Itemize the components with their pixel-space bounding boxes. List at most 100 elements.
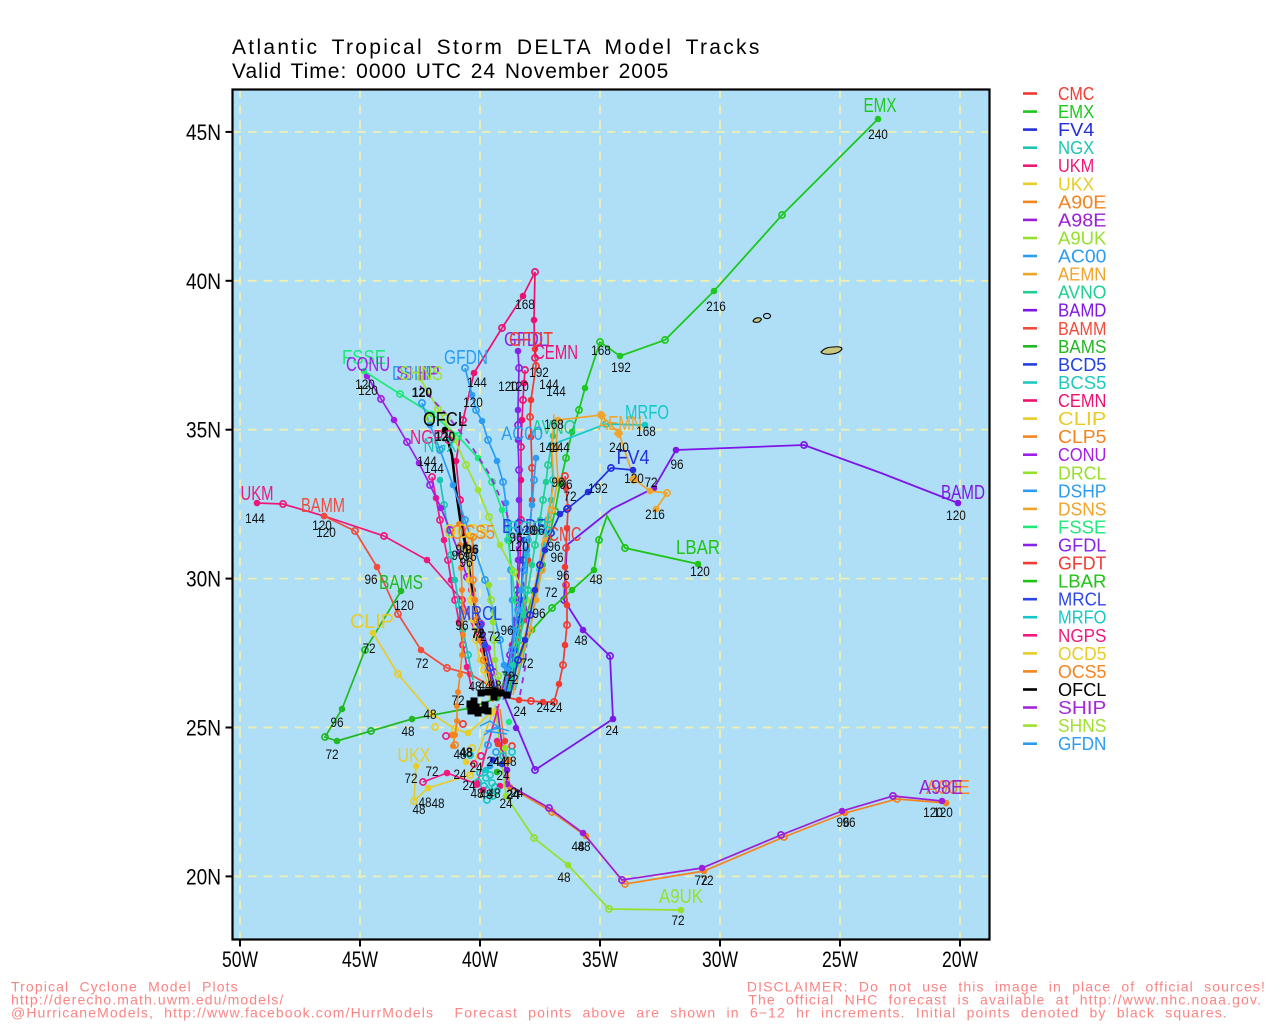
svg-text:DSHP: DSHP: [1058, 480, 1106, 501]
svg-text:120: 120: [435, 428, 456, 444]
svg-text:DISCLAIMER: Do not use this im: DISCLAIMER: Do not use this image in pla…: [747, 979, 1266, 995]
svg-text:CONU: CONU: [346, 354, 390, 376]
svg-text:168: 168: [515, 297, 535, 312]
svg-text:96: 96: [532, 606, 545, 621]
svg-text:24: 24: [510, 785, 524, 800]
svg-text:96: 96: [364, 572, 377, 587]
svg-text:CLIP: CLIP: [350, 611, 394, 633]
svg-text:96: 96: [463, 549, 476, 564]
svg-text:96: 96: [836, 815, 849, 830]
svg-text:144: 144: [417, 454, 437, 469]
svg-text:72: 72: [362, 641, 375, 656]
svg-text:AEMN: AEMN: [1058, 264, 1106, 285]
svg-text:CMC: CMC: [1058, 83, 1094, 104]
svg-text:48: 48: [423, 707, 436, 722]
svg-text:BAMM: BAMM: [301, 495, 345, 517]
svg-text:40N: 40N: [186, 269, 221, 294]
svg-text:48: 48: [453, 747, 466, 762]
svg-text:DSNS: DSNS: [1058, 498, 1106, 519]
svg-text:DRCL: DRCL: [1058, 462, 1106, 483]
svg-text:48: 48: [488, 678, 501, 693]
svg-text:UKX: UKX: [1058, 173, 1094, 194]
svg-text:BAMD: BAMD: [1058, 300, 1106, 321]
svg-text:120: 120: [312, 518, 332, 533]
svg-text:BAMD: BAMD: [941, 482, 985, 504]
svg-text:FSSE: FSSE: [342, 347, 386, 369]
svg-text:72: 72: [520, 656, 533, 671]
svg-text:SHNS: SHNS: [399, 363, 443, 385]
svg-text:72: 72: [404, 771, 417, 786]
svg-text:GFDN: GFDN: [444, 347, 488, 369]
svg-text:144: 144: [424, 461, 444, 476]
svg-text:BCS5: BCS5: [1058, 372, 1106, 393]
svg-text:LBAR: LBAR: [676, 537, 720, 559]
svg-text:MRFO: MRFO: [625, 402, 669, 424]
svg-text:144: 144: [467, 375, 487, 390]
svg-text:A90E: A90E: [1058, 191, 1106, 212]
svg-text:GFDT: GFDT: [509, 329, 553, 351]
svg-text:AVNO: AVNO: [532, 417, 576, 439]
svg-text:216: 216: [706, 299, 726, 314]
svg-text:240: 240: [609, 440, 629, 455]
svg-text:20W: 20W: [942, 947, 979, 972]
svg-text:35W: 35W: [582, 947, 619, 972]
svg-text:A98E: A98E: [919, 777, 963, 799]
svg-text:96: 96: [842, 815, 855, 830]
svg-text:40W: 40W: [462, 947, 499, 972]
svg-text:48: 48: [503, 754, 516, 769]
svg-text:120: 120: [394, 598, 414, 613]
svg-text:96: 96: [547, 539, 560, 554]
svg-text:The official NHC forecast is a: The official NHC forecast is available a…: [748, 992, 1262, 1008]
svg-text:120: 120: [498, 379, 518, 394]
svg-text:BCD5: BCD5: [1058, 354, 1106, 375]
svg-text:MRFO: MRFO: [1058, 607, 1106, 628]
svg-text:FSSE: FSSE: [1058, 516, 1106, 537]
svg-text:72: 72: [644, 475, 657, 490]
svg-text:48: 48: [412, 802, 425, 817]
svg-text:44: 44: [478, 678, 492, 693]
svg-text:216: 216: [645, 507, 665, 522]
svg-text:120: 120: [946, 508, 966, 523]
svg-text:120: 120: [509, 539, 529, 554]
svg-text:120: 120: [358, 383, 378, 398]
svg-text:72: 72: [425, 764, 438, 779]
svg-text:120: 120: [463, 395, 483, 410]
svg-text:96: 96: [531, 523, 544, 538]
svg-text:144: 144: [539, 440, 559, 455]
svg-text:45N: 45N: [186, 120, 221, 145]
svg-text:AC00: AC00: [501, 424, 543, 445]
svg-text:120: 120: [316, 525, 336, 540]
svg-text:50W: 50W: [222, 947, 259, 972]
svg-text:72: 72: [325, 747, 338, 762]
svg-text:120: 120: [355, 377, 375, 392]
svg-text:24: 24: [536, 700, 550, 715]
svg-text:96: 96: [550, 550, 563, 565]
svg-text:45W: 45W: [342, 947, 379, 972]
svg-text:72: 72: [505, 672, 518, 687]
svg-text:96: 96: [451, 548, 464, 563]
svg-text:OCS5: OCS5: [1058, 661, 1106, 682]
svg-text:144: 144: [550, 440, 570, 455]
svg-text:120: 120: [690, 564, 710, 579]
svg-text:OCD5: OCD5: [444, 521, 488, 543]
svg-text:AC00: AC00: [1058, 246, 1106, 267]
svg-text:24: 24: [499, 796, 513, 811]
svg-text:BCD5: BCD5: [502, 516, 546, 538]
svg-text:A9UK: A9UK: [1058, 228, 1107, 249]
svg-text:UKM: UKM: [241, 483, 274, 505]
svg-text:168: 168: [636, 424, 656, 439]
svg-text:96: 96: [551, 475, 564, 490]
svg-text:24: 24: [513, 704, 527, 719]
svg-text:24: 24: [506, 786, 520, 802]
svg-text:25W: 25W: [822, 947, 859, 972]
svg-text:72: 72: [700, 873, 713, 888]
svg-text:@HurricaneModels, http://www.f: @HurricaneModels, http://www.facebook.co…: [11, 1005, 1228, 1021]
svg-text:144: 144: [245, 511, 265, 526]
svg-text:A98E: A98E: [1058, 209, 1106, 230]
svg-text:144: 144: [539, 377, 559, 392]
svg-text:CLP5: CLP5: [1058, 426, 1106, 447]
svg-text:96: 96: [556, 568, 569, 583]
svg-text:Tropical Cyclone Model Plots: Tropical Cyclone Model Plots: [11, 979, 239, 995]
svg-text:96: 96: [455, 542, 468, 557]
svg-text:A90E: A90E: [926, 777, 970, 799]
